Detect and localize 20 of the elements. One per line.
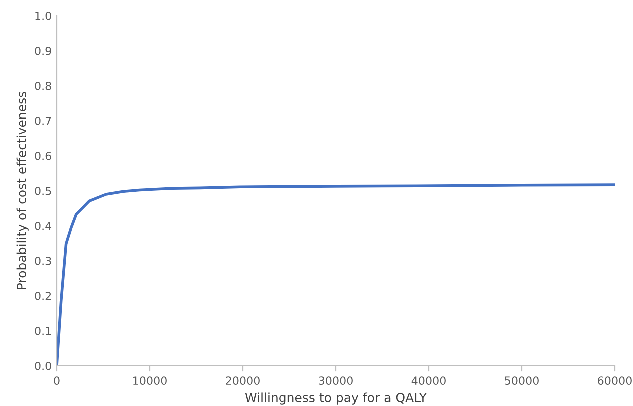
y-tick-label: 0.1 — [35, 326, 52, 336]
y-tick-label: 1.0 — [36, 12, 52, 20]
y-tick-label: 0.7 — [35, 116, 52, 126]
y-tick-label: 0.9 — [35, 46, 52, 56]
y-tick-label: 0.3 — [35, 256, 52, 266]
x-tick-label: 20000 — [226, 376, 260, 386]
x-tick-label: 0 — [54, 376, 60, 386]
y-tick-label: 0.0 — [35, 362, 52, 370]
x-tick-label: 60000 — [598, 376, 632, 386]
x-tick-label: 50000 — [505, 376, 539, 386]
y-axis-title: Probability of cost effectiveness — [16, 92, 29, 290]
x-tick-label: 10000 — [134, 376, 167, 386]
y-tick-label: 0.5 — [35, 186, 52, 196]
x-tick-label: 30000 — [319, 376, 353, 386]
y-tick-label: 0.4 — [35, 222, 52, 230]
x-axis-title: Willingness to pay for a QALY — [245, 392, 428, 405]
y-tick-label: 0.2 — [35, 292, 52, 300]
x-tick-label: 40000 — [412, 376, 446, 386]
y-tick-label: 0.6 — [35, 152, 52, 160]
y-tick-label: 0.8 — [35, 82, 52, 90]
